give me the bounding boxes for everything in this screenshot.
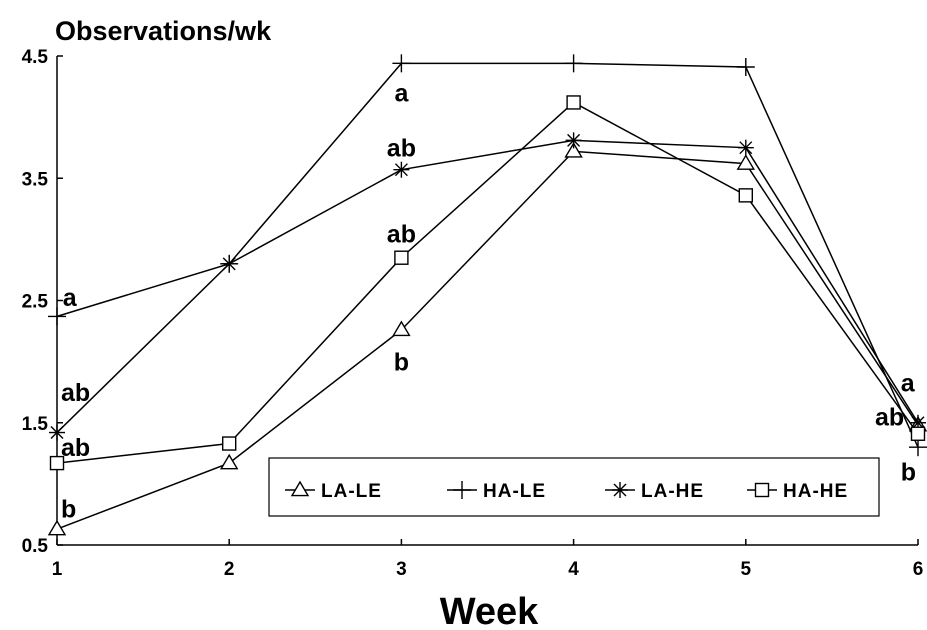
x-tick-labels: 1 2 3 4 5 6 [52,539,924,580]
annotation-label: ab [875,404,904,432]
series-line [56,101,919,464]
annotation-label: a [394,80,409,108]
annotation-label: b [901,459,916,487]
data-point [909,438,927,457]
legend-box [268,457,880,517]
data-point [392,54,411,73]
x-tick-label: 2 [224,559,235,580]
x-tick-label: 3 [396,559,407,580]
legend-item-la-he: LA-HE [605,481,704,502]
y-tick-label: 4.5 [22,47,49,68]
y-tick-labels: 0.5 1.5 2.5 3.5 4.5 [22,47,63,557]
annotations: a ab ab b a ab ab b a ab b [61,80,916,524]
data-point [47,519,67,536]
legend-marker [290,480,310,497]
data-point [49,455,65,471]
legend-marker [754,482,770,498]
data-point [738,188,753,203]
x-axis-title: Week [440,591,539,630]
series-ha-le [48,54,927,457]
annotation-label: ab [61,379,90,407]
legend-item-la-le: LA-LE [285,480,382,502]
y-tick-label: 0.5 [22,536,49,557]
legend: LA-LE HA-LE LA-HE HA-HE [268,457,880,517]
data-point [393,161,410,178]
legend-label: HA-HE [783,481,848,502]
data-point [221,436,237,451]
x-tick-label: 5 [741,559,752,580]
legend-item-ha-he: HA-HE [747,481,848,502]
legend-marker [453,481,471,499]
data-point [48,307,66,326]
data-point [564,141,583,158]
data-point [736,58,755,77]
legend-label: HA-LE [483,481,546,502]
annotation-label: a [901,369,916,397]
annotation-label: ab [387,135,416,163]
series-layer [47,54,927,536]
x-tick-label: 1 [52,559,63,580]
annotation-label: ab [387,220,416,248]
x-tick-label: 6 [913,559,924,580]
data-point [394,250,409,265]
legend-item-ha-le: HA-LE [447,481,546,502]
data-point [221,255,238,272]
annotation-label: a [63,284,78,312]
annotation-label: b [61,495,76,523]
data-point [566,95,581,110]
legend-label: LA-HE [641,481,704,502]
series-line [56,62,919,448]
data-point [49,424,65,441]
annotation-label: ab [61,434,90,462]
annotation-label: b [394,349,409,377]
data-point [219,453,239,470]
y-tick-label: 3.5 [22,169,49,190]
y-tick-label: 1.5 [22,414,49,435]
y-axis-title: Observations/wk [55,16,272,46]
data-point [737,139,754,156]
series-la-he [49,132,926,441]
data-point [392,320,411,337]
legend-marker [612,482,628,498]
x-tick-label: 4 [568,559,579,580]
series-ha-he [49,95,926,471]
series-line [56,150,919,530]
y-tick-label: 2.5 [22,292,49,313]
data-point [565,132,582,149]
data-point [564,54,583,73]
series-line [56,139,919,434]
series-la-le [47,141,927,536]
legend-label: LA-LE [321,481,382,502]
data-point [910,426,926,441]
data-point [736,154,756,170]
